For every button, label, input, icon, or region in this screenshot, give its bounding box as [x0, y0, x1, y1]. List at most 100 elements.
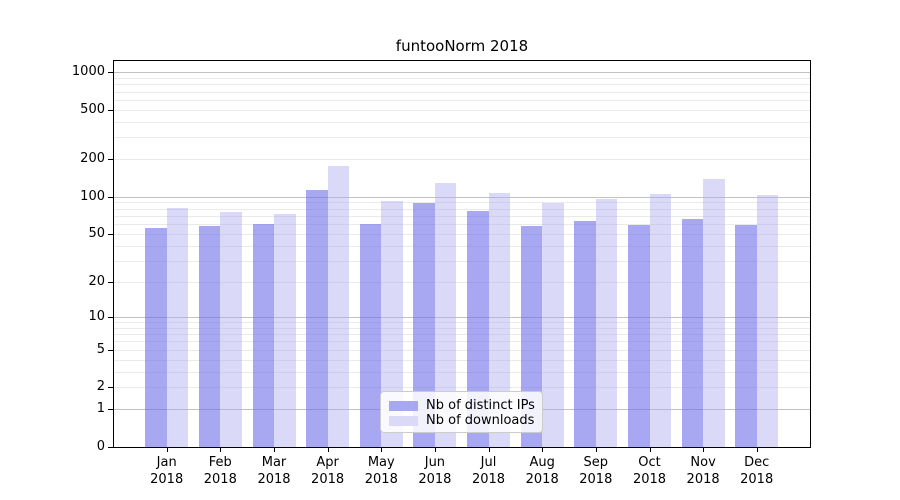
y-tick	[108, 196, 113, 198]
x-tick	[649, 448, 651, 452]
y-tick	[108, 387, 113, 389]
plot-area: Nb of distinct IPs Nb of downloads	[113, 60, 811, 448]
minor-gridline	[114, 224, 810, 225]
bar-downloads	[703, 178, 725, 447]
major-gridline	[114, 316, 810, 318]
bar-distinct-ips	[574, 221, 596, 447]
y-tick-label: 5	[96, 341, 105, 357]
minor-gridline	[114, 121, 810, 123]
minor-gridline	[114, 109, 810, 111]
bar-downloads	[488, 193, 510, 447]
bar-downloads	[542, 202, 564, 447]
x-tick-label: Nov 2018	[686, 455, 720, 487]
minor-gridline	[114, 137, 810, 139]
minor-gridline	[114, 260, 810, 262]
bar-distinct-ips	[198, 225, 221, 447]
x-tick-label: Jul 2018	[471, 455, 506, 487]
y-tick	[108, 409, 113, 411]
bar-distinct-ips	[413, 202, 435, 447]
x-tick-label: Mar 2018	[257, 455, 291, 487]
y-tick-label: 50	[88, 225, 105, 241]
bar-downloads	[434, 183, 457, 447]
bar-downloads	[649, 194, 671, 447]
major-gridline	[114, 72, 810, 74]
minor-gridline	[114, 341, 810, 343]
legend-item-downloads: Nb of downloads	[389, 413, 534, 428]
bar-distinct-ips	[735, 224, 757, 447]
y-tick-label: 2	[96, 379, 105, 395]
bar-downloads	[220, 212, 242, 447]
bar-downloads	[166, 207, 189, 447]
y-tick	[108, 281, 113, 283]
minor-gridline	[114, 281, 810, 283]
y-tick	[108, 316, 113, 318]
x-tick	[327, 448, 329, 452]
minor-gridline	[114, 208, 810, 210]
y-tick-label: 20	[88, 273, 105, 289]
legend: Nb of distinct IPs Nb of downloads	[380, 391, 543, 433]
x-tick-label: Oct 2018	[632, 455, 667, 487]
x-tick	[434, 448, 436, 452]
y-tick	[108, 349, 113, 351]
x-tick	[756, 448, 758, 452]
x-tick	[703, 448, 705, 452]
minor-gridline	[114, 359, 810, 361]
y-tick	[108, 109, 113, 111]
legend-swatch-downloads	[389, 415, 418, 426]
legend-label-downloads: Nb of downloads	[426, 413, 535, 428]
bar-distinct-ips	[306, 190, 328, 447]
y-tick-label: 100	[80, 188, 105, 204]
x-tick-label: Apr 2018	[311, 455, 345, 487]
x-tick	[166, 448, 168, 452]
chart-title: funtooNorm 2018	[395, 37, 529, 55]
bar-downloads	[274, 214, 296, 447]
x-tick-label: May 2018	[364, 455, 398, 487]
x-tick-label: Jun 2018	[418, 455, 452, 487]
y-tick	[108, 72, 113, 74]
x-tick	[220, 448, 222, 452]
legend-item-distinct-ips: Nb of distinct IPs	[389, 398, 535, 413]
x-tick-label: Feb 2018	[203, 455, 237, 487]
bar-distinct-ips	[359, 224, 382, 447]
minor-gridline	[114, 233, 810, 235]
legend-swatch-distinct-ips	[389, 400, 418, 411]
y-tick	[108, 233, 113, 235]
x-tick-label: Dec 2018	[740, 455, 774, 487]
y-tick-label: 500	[80, 101, 105, 117]
x-tick	[595, 448, 597, 452]
bar-downloads	[756, 195, 779, 447]
x-tick-label: Aug 2018	[525, 455, 559, 487]
y-tick	[108, 447, 113, 448]
minor-gridline	[114, 215, 810, 217]
minor-gridline	[114, 77, 810, 79]
minor-gridline	[114, 371, 810, 373]
minor-gridline	[114, 245, 810, 247]
minor-gridline	[114, 91, 810, 93]
y-tick-label: 1000	[71, 64, 105, 80]
bar-distinct-ips	[252, 224, 274, 447]
y-tick-label: 0	[96, 439, 105, 454]
bar-downloads	[595, 199, 618, 447]
minor-gridline	[114, 84, 810, 86]
y-tick-label: 1	[96, 401, 105, 417]
major-gridline	[114, 196, 810, 198]
y-tick-label: 10	[88, 308, 105, 324]
bar-distinct-ips	[628, 224, 650, 447]
minor-gridline	[114, 327, 810, 329]
bar-distinct-ips	[681, 218, 704, 447]
minor-gridline	[114, 99, 810, 101]
bar-downloads	[381, 201, 403, 447]
bar-downloads	[327, 166, 350, 447]
minor-gridline	[114, 387, 810, 389]
x-tick	[381, 448, 383, 452]
x-tick	[488, 448, 490, 452]
minor-gridline	[114, 159, 810, 161]
x-tick-label: Sep 2018	[579, 455, 613, 487]
bar-distinct-ips	[467, 210, 489, 447]
minor-gridline	[114, 322, 810, 324]
x-tick	[542, 448, 544, 452]
y-tick	[108, 159, 113, 161]
bar-distinct-ips	[145, 227, 167, 447]
minor-gridline	[114, 202, 810, 204]
